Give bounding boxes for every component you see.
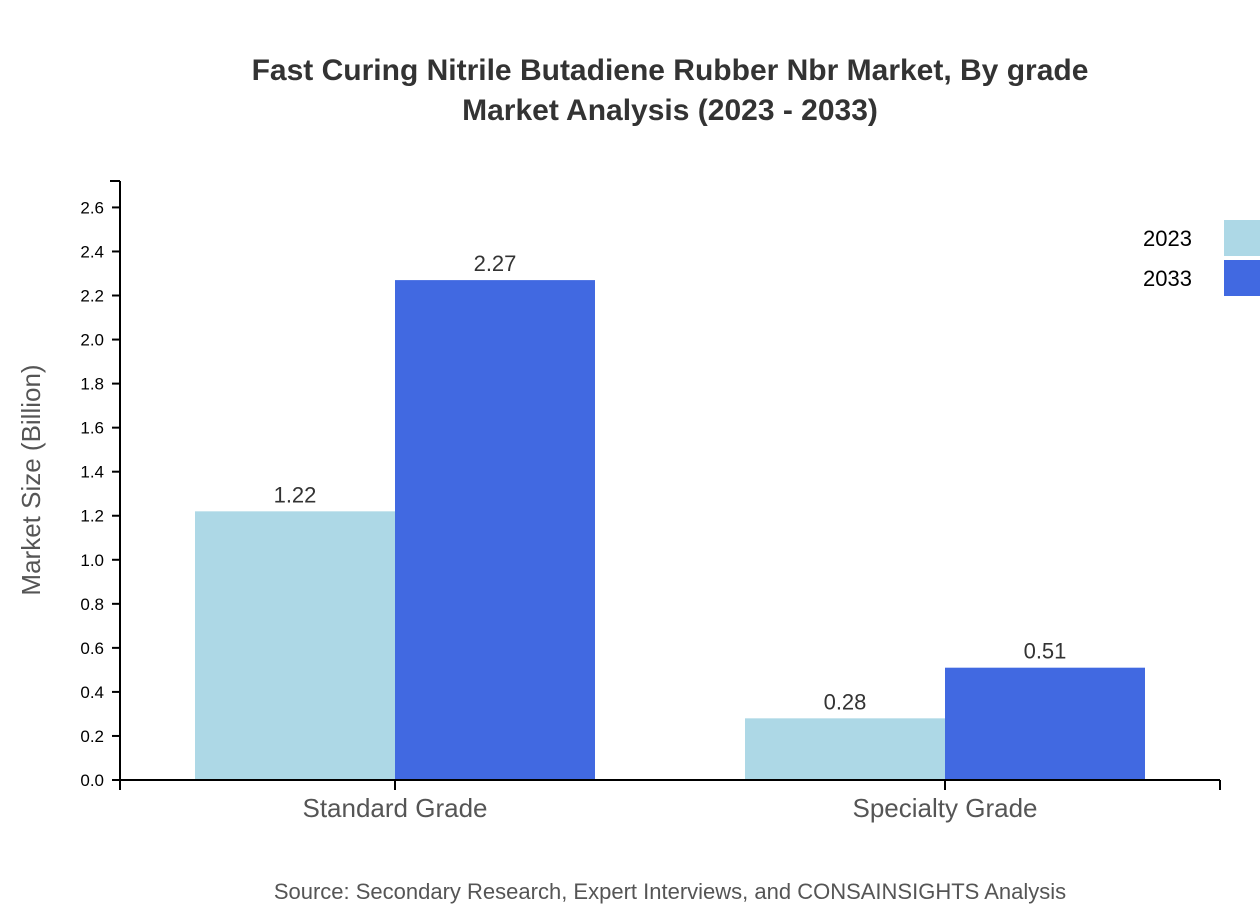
y-tick-label: 0.0 — [80, 771, 104, 790]
bar-2033-0 — [395, 280, 595, 780]
x-tick-label: Specialty Grade — [853, 793, 1038, 823]
y-tick-label: 2.2 — [80, 287, 104, 306]
y-tick-label: 1.0 — [80, 551, 104, 570]
source-note: Source: Secondary Research, Expert Inter… — [274, 879, 1066, 904]
y-tick-label: 1.2 — [80, 507, 104, 526]
y-tick-label: 0.2 — [80, 727, 104, 746]
x-tick-label: Standard Grade — [302, 793, 487, 823]
y-tick-label: 0.6 — [80, 639, 104, 658]
y-tick-label: 1.6 — [80, 419, 104, 438]
chart-title-line1: Fast Curing Nitrile Butadiene Rubber Nbr… — [252, 54, 1089, 87]
y-tick-label: 1.4 — [80, 463, 104, 482]
legend-label: 2033 — [1143, 266, 1192, 291]
data-label: 0.28 — [824, 689, 867, 714]
legend-swatch-2023 — [1224, 220, 1260, 256]
chart-title-line2: Market Analysis (2023 - 2033) — [462, 94, 878, 127]
data-label: 2.27 — [474, 251, 517, 276]
legend-swatch-2033 — [1224, 260, 1260, 296]
bar-2023-1 — [745, 718, 945, 780]
y-tick-label: 2.4 — [80, 242, 104, 261]
y-tick-label: 0.4 — [80, 683, 104, 702]
data-label: 1.22 — [274, 482, 317, 507]
legend-label: 2023 — [1143, 226, 1192, 251]
y-tick-label: 1.8 — [80, 375, 104, 394]
y-tick-label: 2.6 — [80, 198, 104, 217]
y-tick-label: 0.8 — [80, 595, 104, 614]
bar-2033-1 — [945, 667, 1145, 780]
y-tick-label: 2.0 — [80, 331, 104, 350]
bar-2023-0 — [195, 511, 395, 780]
data-label: 0.51 — [1024, 639, 1067, 664]
y-axis-label: Market Size (Billion) — [16, 364, 46, 595]
